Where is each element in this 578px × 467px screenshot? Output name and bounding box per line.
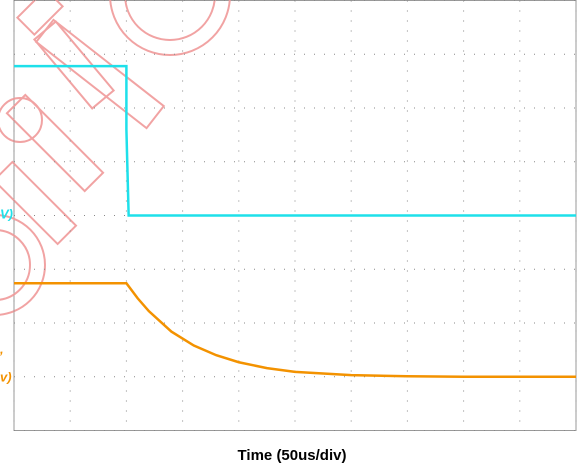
x-axis-label: Time (50us/div) (238, 447, 347, 464)
channel-label: , (0, 341, 4, 356)
watermark (0, 0, 231, 316)
trace (14, 281, 576, 378)
channel-label: v) (0, 369, 12, 384)
trace (14, 64, 576, 217)
channel-label: V) (0, 206, 13, 221)
